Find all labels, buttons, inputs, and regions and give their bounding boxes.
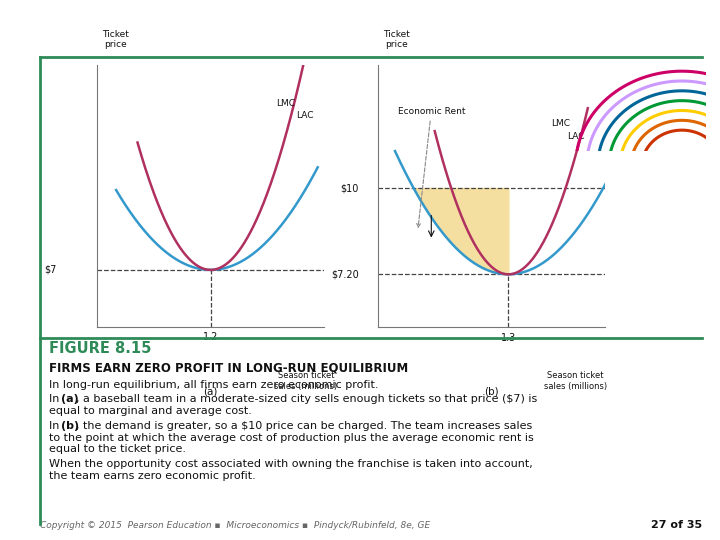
Text: (b): (b)	[484, 387, 499, 397]
Text: , the demand is greater, so a $10 price can be charged. The team increases sales: , the demand is greater, so a $10 price …	[76, 421, 533, 431]
Text: LMC: LMC	[276, 99, 295, 108]
Text: equal to marginal and average cost.: equal to marginal and average cost.	[49, 406, 252, 416]
Text: Season ticket
sales (millions): Season ticket sales (millions)	[274, 371, 338, 390]
Text: In: In	[49, 421, 63, 431]
Text: LMC: LMC	[552, 119, 570, 129]
Text: $7: $7	[45, 265, 57, 275]
Text: Copyright © 2015  Pearson Education ▪  Microeconomics ▪  Pindyck/Rubinfeld, 8e, : Copyright © 2015 Pearson Education ▪ Mic…	[40, 521, 430, 530]
Text: 1.3: 1.3	[501, 334, 516, 343]
Text: to the point at which the average cost of production plus the average economic r: to the point at which the average cost o…	[49, 433, 534, 443]
Text: FIGURE 8.15: FIGURE 8.15	[49, 341, 151, 356]
Text: FIRMS EARN ZERO PROFIT IN LONG-RUN EQUILIBRIUM: FIRMS EARN ZERO PROFIT IN LONG-RUN EQUIL…	[49, 362, 408, 375]
Text: the team earns zero economic profit.: the team earns zero economic profit.	[49, 471, 256, 481]
Text: , a baseball team in a moderate-sized city sells enough tickets so that price ($: , a baseball team in a moderate-sized ci…	[76, 394, 538, 404]
Text: LAC: LAC	[297, 111, 314, 120]
Text: $10: $10	[341, 183, 359, 193]
Text: In long-run equilibrium, all firms earn zero economic profit.: In long-run equilibrium, all firms earn …	[49, 380, 379, 390]
Text: 1.2: 1.2	[203, 333, 218, 342]
Text: When the opportunity cost associated with owning the franchise is taken into acc: When the opportunity cost associated wit…	[49, 459, 533, 469]
Text: Season ticket
sales (millions): Season ticket sales (millions)	[544, 371, 607, 390]
Text: Economic Rent: Economic Rent	[397, 106, 465, 227]
Text: $7.20: $7.20	[331, 269, 359, 279]
Text: (a): (a)	[204, 387, 217, 397]
Text: LAC: LAC	[567, 132, 585, 141]
Text: (b): (b)	[61, 421, 79, 431]
Text: Ticket
price: Ticket price	[102, 30, 129, 49]
Text: equal to the ticket price.: equal to the ticket price.	[49, 444, 186, 455]
Text: Ticket
price: Ticket price	[383, 30, 410, 49]
Text: In: In	[49, 394, 63, 404]
Text: 27 of 35: 27 of 35	[651, 520, 702, 530]
Text: (a): (a)	[61, 394, 79, 404]
